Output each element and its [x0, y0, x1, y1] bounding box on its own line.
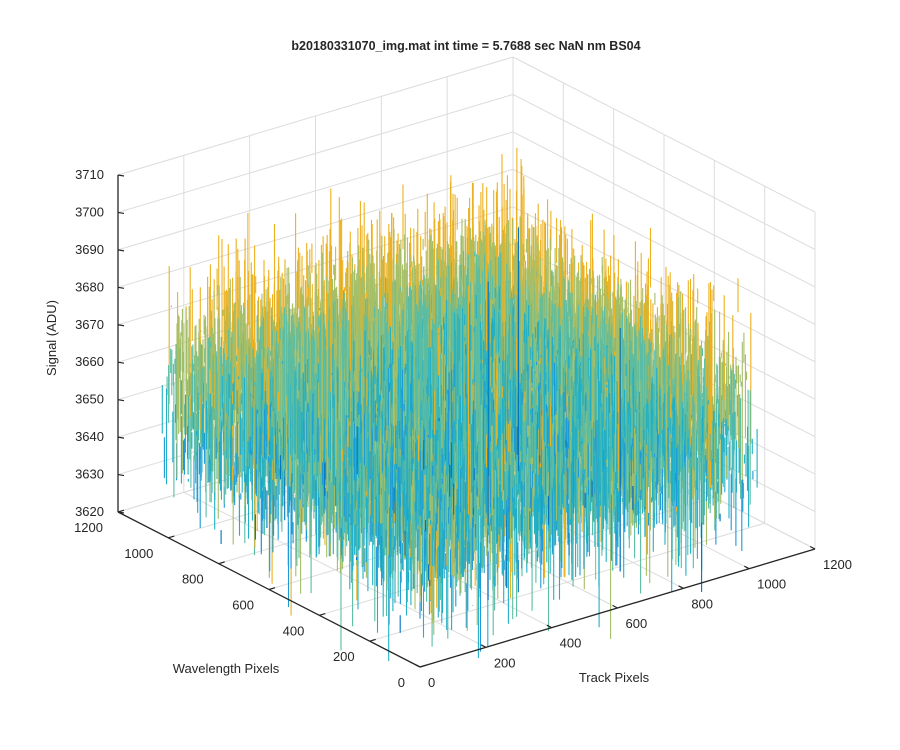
chart-title: b20180331070_img.mat int time = 5.7688 s… [291, 39, 640, 53]
z-tick-label: 3660 [75, 354, 104, 369]
x-tick-mark [480, 644, 487, 648]
y-tick-label: 400 [283, 623, 305, 638]
x-tick-label: 1000 [757, 577, 786, 592]
grid-line-back-z [117, 131, 514, 251]
surface-strand [356, 530, 406, 560]
z-tick-mark [117, 324, 125, 327]
y-tick-mark [419, 664, 427, 668]
z-tick-label: 3680 [75, 279, 104, 294]
surface-strand [216, 175, 498, 422]
x-tick-mark [546, 624, 552, 629]
z-tick-label: 3630 [75, 467, 104, 482]
tick-labels: 3620 3630 3640 3650 3660 3670 3680 3690 3700 3710… [74, 167, 852, 690]
x-tick-mark [744, 565, 750, 570]
z-tick-mark [117, 211, 125, 215]
grid-line-side-z [512, 56, 816, 213]
z-tick-label: 3620 [75, 504, 104, 519]
surface-strand [163, 344, 467, 528]
y-tick-mark [168, 535, 175, 539]
y-axis-title: Wavelength Pixels [173, 661, 280, 676]
z-tick-mark [117, 436, 125, 439]
grid-line-back-z [117, 168, 514, 288]
x-tick-label: 800 [691, 596, 713, 611]
surface-strand [399, 580, 431, 633]
y-tick-mark [319, 612, 326, 616]
x-tick-mark [809, 545, 816, 550]
z-tick-label: 3650 [75, 392, 104, 407]
y-tick-label: 1200 [74, 520, 103, 535]
grid-line-back-z [117, 93, 514, 213]
y-tick-label: 0 [398, 675, 405, 690]
x-tick-label: 1200 [823, 557, 852, 572]
x-tick-mark [612, 604, 618, 609]
z-tick-label: 3710 [75, 167, 104, 182]
z-tick-mark [117, 473, 125, 477]
grid-line-floor-y [369, 522, 765, 642]
grid-line-side-z [512, 206, 816, 363]
x-tick-label: 200 [494, 655, 516, 670]
surface-strand [176, 228, 473, 492]
surface-strand [161, 286, 500, 485]
z-tick-mark [117, 286, 125, 289]
x-tick-label: 600 [626, 616, 648, 631]
surface-strand [166, 251, 501, 461]
surface-data [161, 147, 758, 661]
grid-line-side-z [512, 131, 816, 288]
x-tick-mark [414, 663, 421, 668]
x-tick-label: 0 [428, 675, 435, 690]
y-tick-label: 600 [232, 597, 254, 612]
z-tick-mark [117, 361, 125, 364]
axes-lines [117, 174, 816, 668]
z-tick-mark [117, 399, 125, 402]
surface-strand [254, 442, 541, 540]
y-tick-label: 1000 [124, 546, 153, 561]
x-tick-mark [678, 585, 684, 589]
x-tick-label: 400 [560, 636, 582, 651]
y-tick-label: 800 [182, 572, 204, 587]
grid-line-side-z [512, 168, 816, 325]
z-axis-title: Signal (ADU) [44, 300, 59, 376]
z-tick-label: 3690 [75, 242, 104, 257]
grid-line-back-z [117, 56, 514, 176]
z-tick-label: 3640 [75, 429, 104, 444]
y-tick-mark [218, 561, 225, 565]
x-axis-title: Track Pixels [579, 670, 650, 685]
y-tick-mark [117, 509, 125, 513]
y-tick-mark [369, 638, 376, 642]
z-tick-mark [117, 249, 125, 252]
z-tick-mark [117, 174, 125, 177]
grid-line-side-z [512, 94, 816, 250]
surface-strand [284, 440, 425, 521]
z-tick-label: 3700 [75, 204, 104, 219]
z-tick-label: 3670 [75, 317, 104, 332]
y-tick-mark [268, 587, 276, 591]
y-tick-label: 200 [333, 649, 355, 664]
